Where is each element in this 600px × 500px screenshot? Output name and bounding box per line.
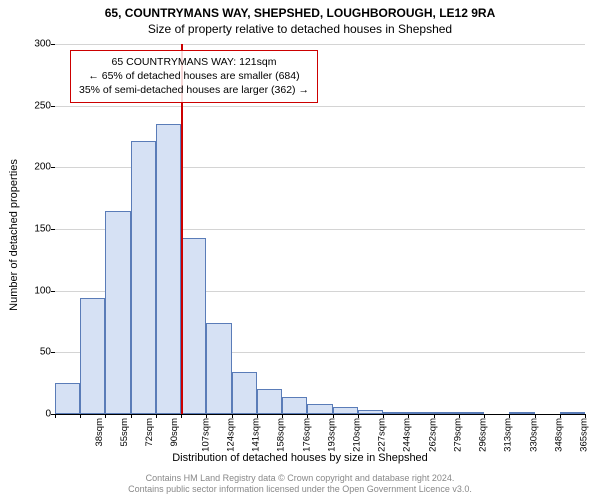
y-tick-label: 50 [40, 347, 51, 358]
x-tick-label: 141sqm [250, 418, 261, 452]
x-tick-mark [333, 414, 334, 418]
histogram-bar [181, 238, 206, 414]
histogram-bar [358, 410, 383, 414]
x-tick-mark [383, 414, 384, 418]
x-tick-label: 296sqm [478, 418, 489, 452]
histogram-bar [333, 407, 358, 414]
x-tick-mark [55, 414, 56, 418]
footer-text: Contains HM Land Registry data © Crown c… [0, 473, 600, 496]
annotation-box: 65 COUNTRYMANS WAY: 121sqm ← 65% of deta… [70, 50, 318, 103]
x-tick-label: 176sqm [301, 418, 312, 452]
x-tick-label: 365sqm [578, 418, 589, 452]
y-tick-label: 0 [45, 409, 51, 420]
x-tick-label: 107sqm [200, 418, 211, 452]
x-tick-mark [585, 414, 586, 418]
x-tick-label: 330sqm [528, 418, 539, 452]
x-tick-mark [434, 414, 435, 418]
x-tick-label: 193sqm [326, 418, 337, 452]
x-tick-mark [206, 414, 207, 418]
title-line-1: 65, COUNTRYMANS WAY, SHEPSHED, LOUGHBORO… [0, 6, 600, 20]
x-tick-mark [282, 414, 283, 418]
x-tick-label: 210sqm [351, 418, 362, 452]
x-tick-label: 38sqm [94, 418, 105, 447]
x-tick-label: 90sqm [169, 418, 180, 447]
y-tick-label: 150 [34, 224, 51, 235]
x-tick-label: 348sqm [553, 418, 564, 452]
x-tick-mark [459, 414, 460, 418]
x-tick-mark [484, 414, 485, 418]
x-tick-mark [181, 414, 182, 418]
histogram-bar [232, 372, 257, 414]
x-tick-label: 72sqm [144, 418, 155, 447]
chart-container: 65, COUNTRYMANS WAY, SHEPSHED, LOUGHBORO… [0, 0, 600, 500]
y-tick-mark [51, 106, 55, 107]
x-tick-label: 279sqm [452, 418, 463, 452]
x-tick-label: 158sqm [276, 418, 287, 452]
x-tick-mark [156, 414, 157, 418]
y-tick-label: 300 [34, 39, 51, 50]
x-tick-label: 227sqm [377, 418, 388, 452]
x-tick-mark [535, 414, 536, 418]
y-tick-label: 100 [34, 285, 51, 296]
histogram-bar [80, 298, 105, 414]
x-tick-label: 262sqm [427, 418, 438, 452]
footer-line-1: Contains HM Land Registry data © Crown c… [0, 473, 600, 485]
y-tick-mark [51, 44, 55, 45]
x-tick-label: 313sqm [503, 418, 514, 452]
histogram-bar [105, 211, 130, 415]
x-tick-mark [105, 414, 106, 418]
x-tick-label: 244sqm [402, 418, 413, 452]
footer-line-2: Contains public sector information licen… [0, 484, 600, 496]
x-tick-mark [408, 414, 409, 418]
x-axis-label: Distribution of detached houses by size … [0, 452, 600, 464]
y-tick-mark [51, 167, 55, 168]
histogram-bar [509, 412, 534, 414]
histogram-bar [408, 412, 433, 414]
x-tick-mark [307, 414, 308, 418]
y-axis-label: Number of detached properties [8, 159, 20, 311]
histogram-bar [131, 141, 156, 414]
y-tick-label: 250 [34, 100, 51, 111]
histogram-bar [383, 412, 408, 414]
y-tick-label: 200 [34, 162, 51, 173]
histogram-bar [560, 412, 585, 414]
y-tick-mark [51, 229, 55, 230]
x-tick-mark [131, 414, 132, 418]
annotation-line-1: 65 COUNTRYMANS WAY: 121sqm [79, 55, 309, 69]
annotation-line-2: ← 65% of detached houses are smaller (68… [79, 69, 309, 83]
grid-line [55, 106, 585, 107]
title-line-2: Size of property relative to detached ho… [0, 22, 600, 36]
histogram-bar [307, 404, 332, 414]
grid-line [55, 44, 585, 45]
histogram-bar [156, 124, 181, 414]
x-tick-label: 124sqm [225, 418, 236, 452]
histogram-bar [257, 389, 282, 414]
x-tick-mark [509, 414, 510, 418]
histogram-bar [206, 323, 231, 414]
x-tick-mark [358, 414, 359, 418]
y-tick-mark [51, 291, 55, 292]
histogram-bar [55, 383, 80, 414]
x-tick-mark [232, 414, 233, 418]
histogram-bar [434, 412, 459, 414]
histogram-bar [459, 412, 484, 414]
x-tick-mark [560, 414, 561, 418]
y-tick-mark [51, 352, 55, 353]
x-tick-mark [80, 414, 81, 418]
annotation-line-3: 35% of semi-detached houses are larger (… [79, 83, 309, 97]
x-tick-mark [257, 414, 258, 418]
x-tick-label: 55sqm [119, 418, 130, 447]
histogram-bar [282, 397, 307, 414]
